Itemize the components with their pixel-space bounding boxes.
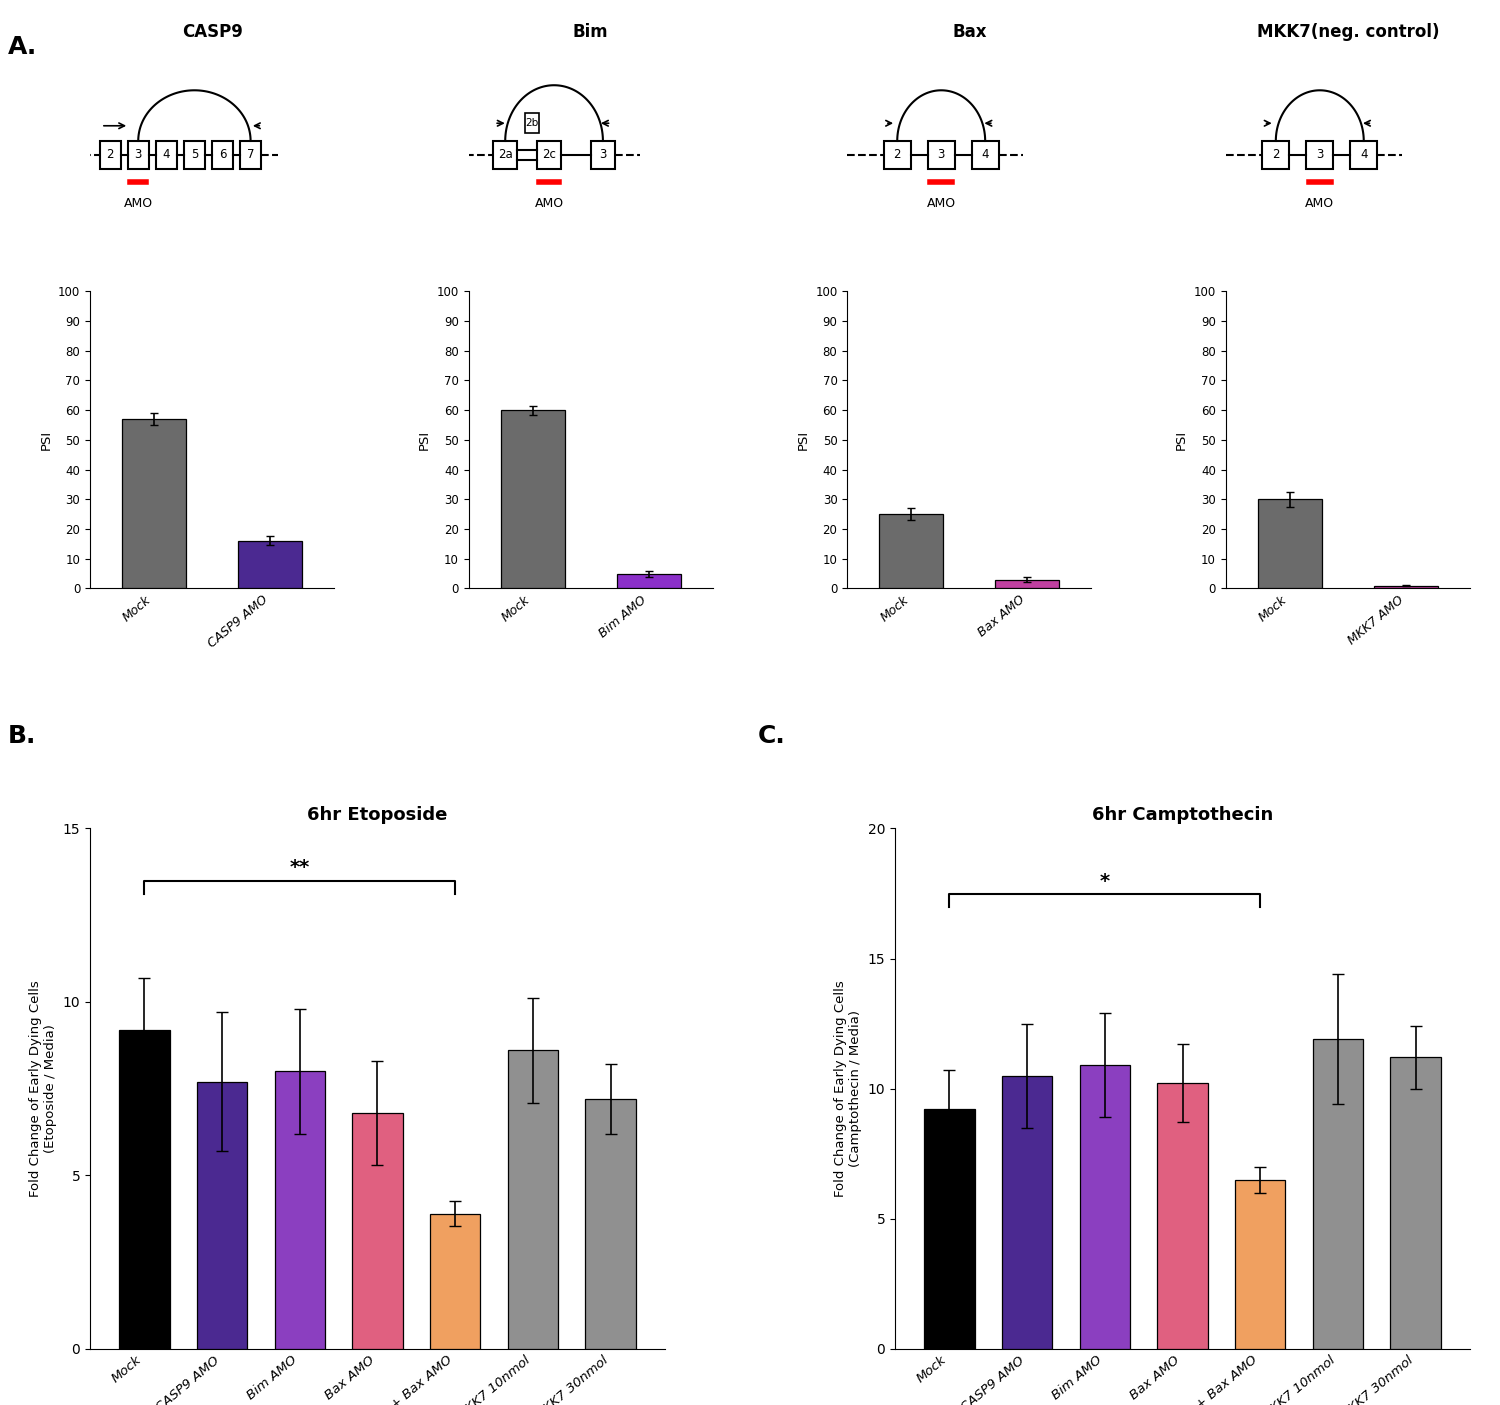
Text: 7: 7 <box>248 149 255 162</box>
Text: C.: C. <box>758 724 786 747</box>
Bar <box>1234 1180 1286 1349</box>
Text: 3: 3 <box>598 149 606 162</box>
Bar <box>501 410 564 589</box>
Bar <box>352 1113 404 1349</box>
Bar <box>211 140 232 169</box>
Text: 2a: 2a <box>498 149 513 162</box>
Bar <box>585 1099 636 1349</box>
Bar <box>1080 1065 1130 1349</box>
Bar <box>1156 1083 1208 1349</box>
Bar <box>240 140 261 169</box>
Text: 2c: 2c <box>542 149 556 162</box>
Text: AMO: AMO <box>1305 197 1335 209</box>
Y-axis label: PSI: PSI <box>796 430 810 450</box>
Y-axis label: PSI: PSI <box>39 430 53 450</box>
Text: A.: A. <box>8 35 36 59</box>
Text: AMO: AMO <box>534 197 564 209</box>
Text: 2: 2 <box>1272 149 1280 162</box>
Text: AMO: AMO <box>123 197 153 209</box>
Y-axis label: PSI: PSI <box>419 430 430 450</box>
Bar <box>118 1030 170 1349</box>
Text: 4: 4 <box>981 149 988 162</box>
Title: Bax: Bax <box>952 22 987 41</box>
Bar <box>616 573 681 589</box>
Bar <box>1306 140 1334 169</box>
Text: 2: 2 <box>894 149 902 162</box>
Text: 3: 3 <box>1316 149 1323 162</box>
Bar <box>1263 140 1290 169</box>
Text: 3: 3 <box>938 149 945 162</box>
Bar <box>879 514 944 589</box>
Bar <box>100 140 120 169</box>
Text: 6: 6 <box>219 149 226 162</box>
Y-axis label: Fold Change of Early Dying Cells
(Camptothecin / Media): Fold Change of Early Dying Cells (Campto… <box>834 981 862 1197</box>
Bar <box>972 140 999 169</box>
Bar <box>1257 499 1322 589</box>
Bar <box>928 140 954 169</box>
Bar <box>507 1051 558 1349</box>
Bar <box>1002 1076 1053 1349</box>
Bar <box>430 1214 480 1349</box>
Y-axis label: PSI: PSI <box>1174 430 1188 450</box>
Bar <box>1312 1040 1364 1349</box>
Text: B.: B. <box>8 724 36 747</box>
Title: 6hr Etoposide: 6hr Etoposide <box>308 806 447 825</box>
Text: 2: 2 <box>106 149 114 162</box>
Text: *: * <box>1100 873 1110 891</box>
Bar <box>128 140 148 169</box>
Bar <box>1390 1058 1441 1349</box>
Title: Bim: Bim <box>573 22 609 41</box>
Bar <box>996 580 1059 589</box>
Text: AMO: AMO <box>927 197 956 209</box>
Text: **: ** <box>290 858 310 877</box>
Text: 3: 3 <box>135 149 142 162</box>
Bar <box>274 1071 326 1349</box>
Bar <box>196 1082 248 1349</box>
Y-axis label: Fold Change of Early Dying Cells
(Etoposide / Media): Fold Change of Early Dying Cells (Etopos… <box>28 981 57 1197</box>
Text: 5: 5 <box>190 149 198 162</box>
Bar <box>156 140 177 169</box>
Bar <box>537 140 561 169</box>
Bar <box>494 140 517 169</box>
Bar <box>122 419 186 589</box>
Bar <box>591 140 615 169</box>
Bar <box>184 140 206 169</box>
Text: 2b: 2b <box>525 118 538 128</box>
Bar <box>1350 140 1377 169</box>
Text: 4: 4 <box>1360 149 1368 162</box>
Bar <box>238 541 303 589</box>
Title: CASP9: CASP9 <box>182 22 243 41</box>
Bar <box>1374 586 1438 589</box>
Bar <box>884 140 910 169</box>
Bar <box>525 114 540 133</box>
Title: MKK7(neg. control): MKK7(neg. control) <box>1257 22 1438 41</box>
Bar <box>924 1110 975 1349</box>
Title: 6hr Camptothecin: 6hr Camptothecin <box>1092 806 1274 825</box>
Text: 4: 4 <box>162 149 170 162</box>
